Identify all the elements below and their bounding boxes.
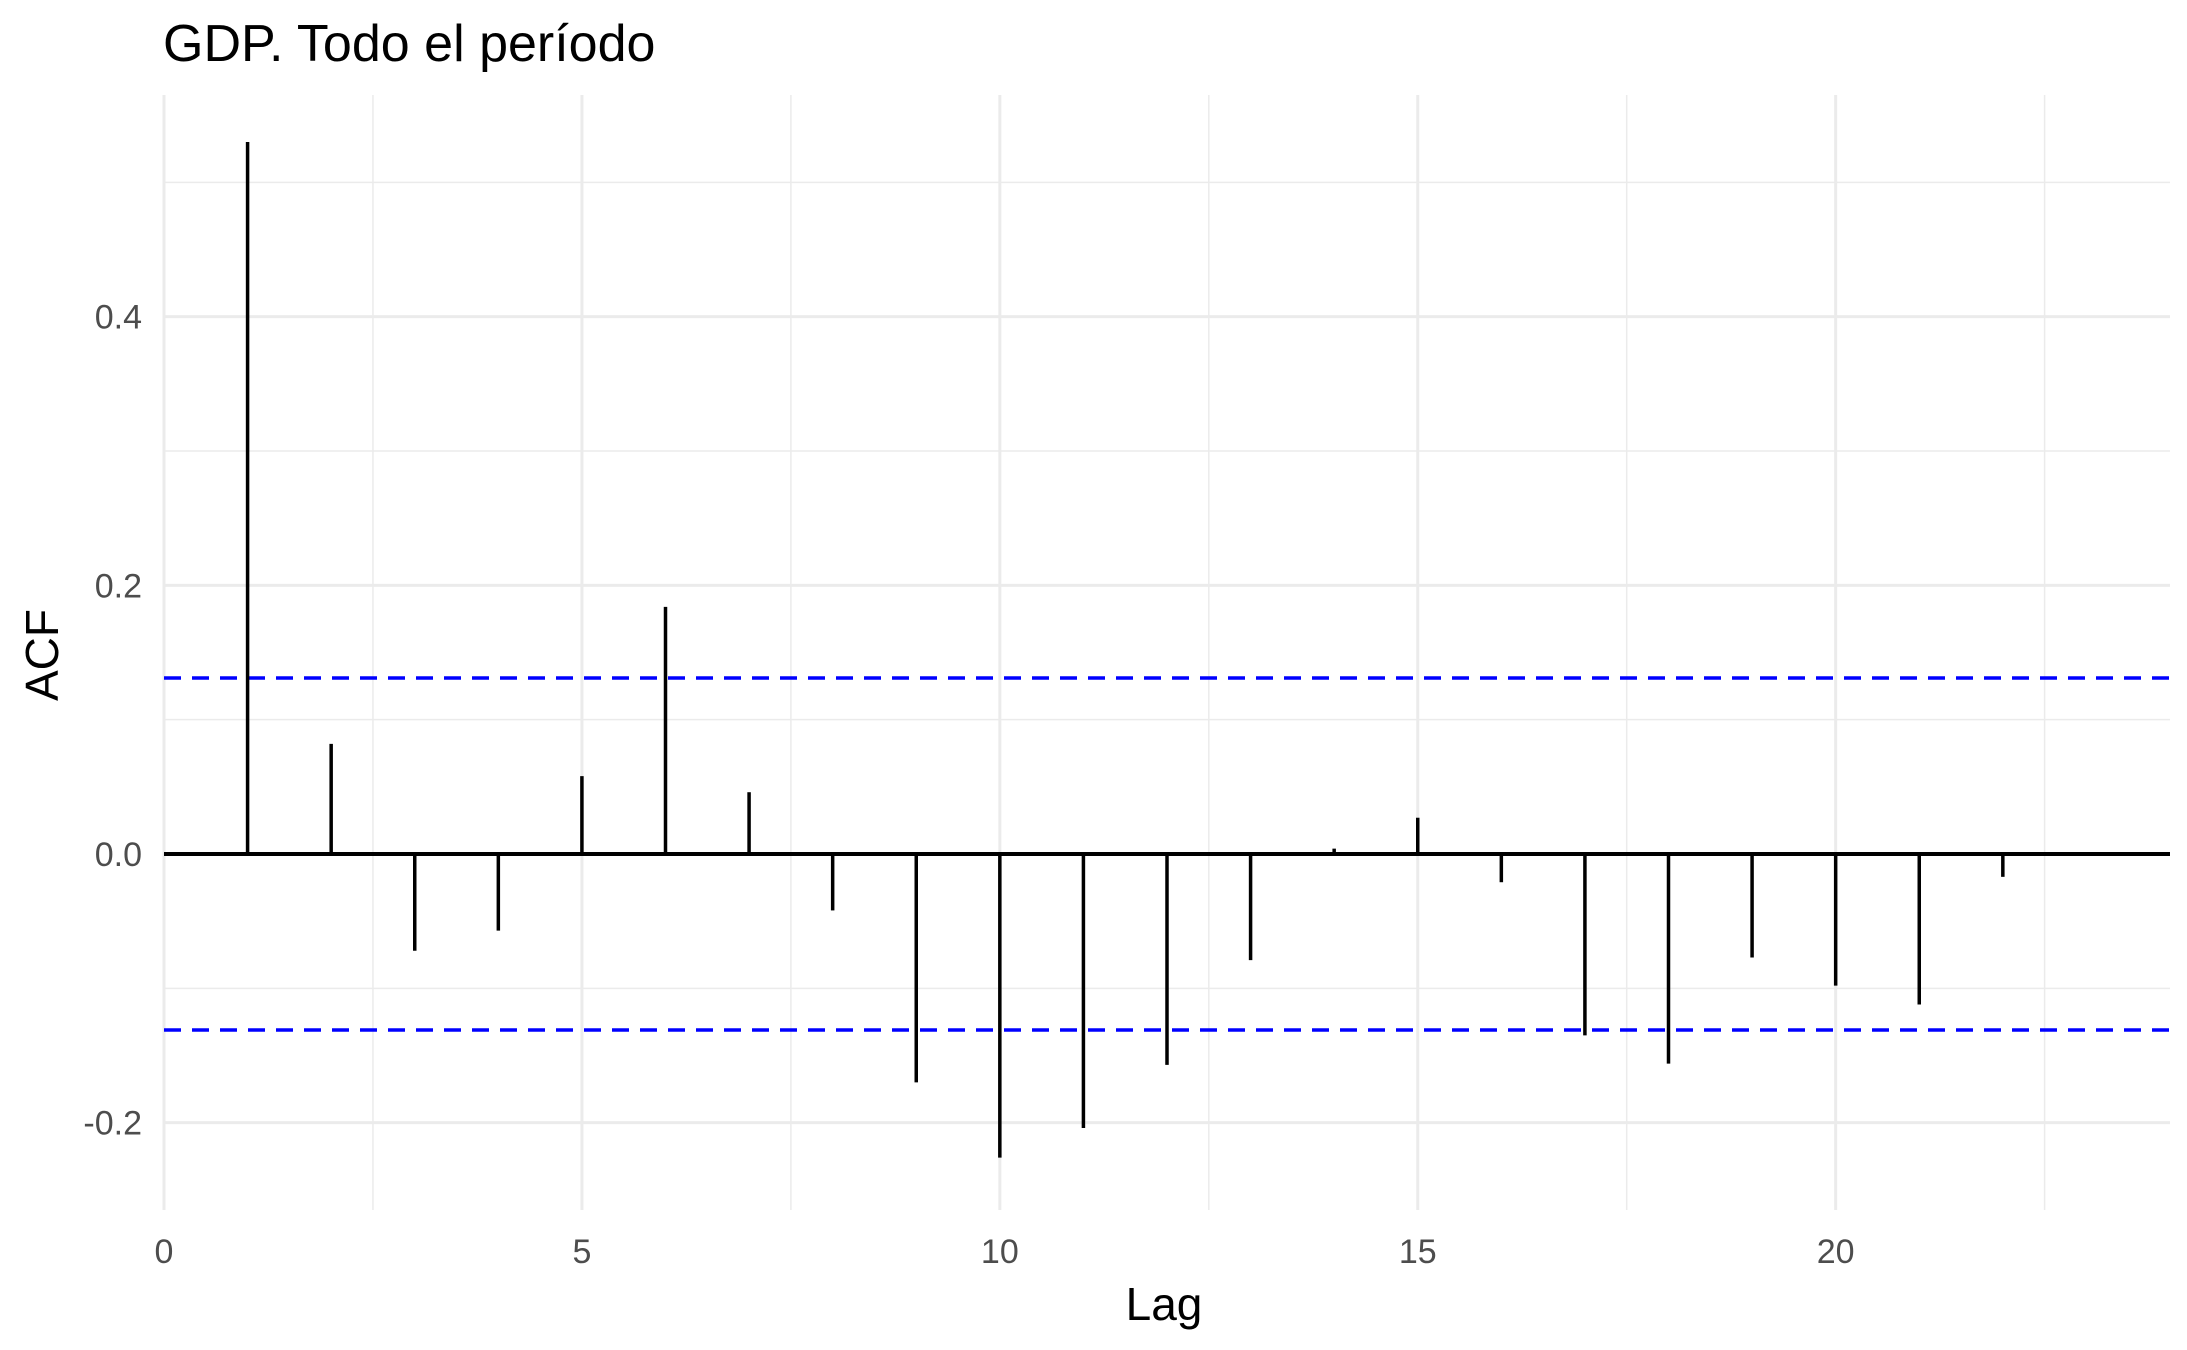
x-tick-label: 0 bbox=[155, 1233, 174, 1271]
tick-labels: 0 5 10 15 20 -0.2 0.0 0.2 0.4 bbox=[83, 299, 1854, 1271]
y-tick-label: 0.2 bbox=[95, 567, 142, 605]
x-tick-label: 20 bbox=[1817, 1233, 1855, 1271]
x-tick-label: 15 bbox=[1399, 1233, 1437, 1271]
y-axis-label: ACF bbox=[16, 609, 68, 701]
chart-title: GDP. Todo el período bbox=[163, 15, 656, 73]
y-tick-label: 0.4 bbox=[95, 299, 142, 337]
y-tick-label: -0.2 bbox=[83, 1105, 142, 1143]
x-tick-label: 10 bbox=[981, 1233, 1019, 1271]
y-tick-label: 0.0 bbox=[95, 836, 142, 874]
x-axis-label: Lag bbox=[1126, 1278, 1203, 1330]
x-tick-label: 5 bbox=[572, 1233, 591, 1271]
acf-bars bbox=[245, 142, 2005, 1158]
